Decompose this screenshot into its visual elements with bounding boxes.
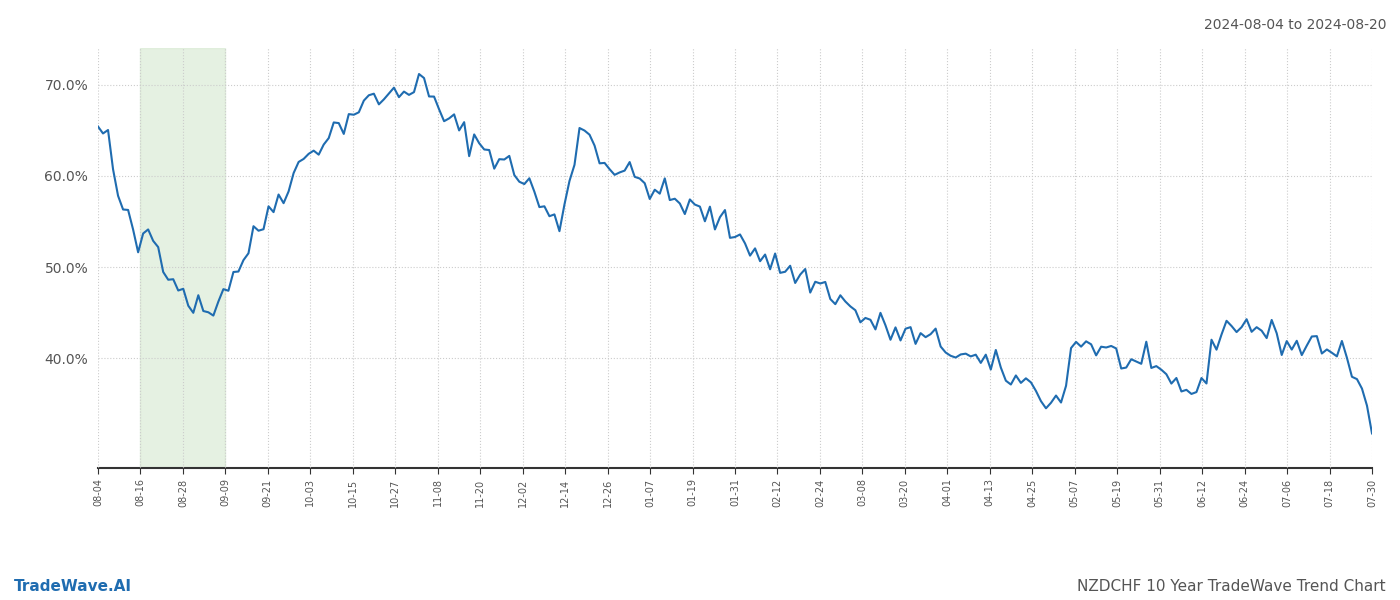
Bar [140,48,225,468]
Text: TradeWave.AI: TradeWave.AI [14,579,132,594]
Text: NZDCHF 10 Year TradeWave Trend Chart: NZDCHF 10 Year TradeWave Trend Chart [1078,579,1386,594]
Text: 2024-08-04 to 2024-08-20: 2024-08-04 to 2024-08-20 [1204,18,1386,32]
